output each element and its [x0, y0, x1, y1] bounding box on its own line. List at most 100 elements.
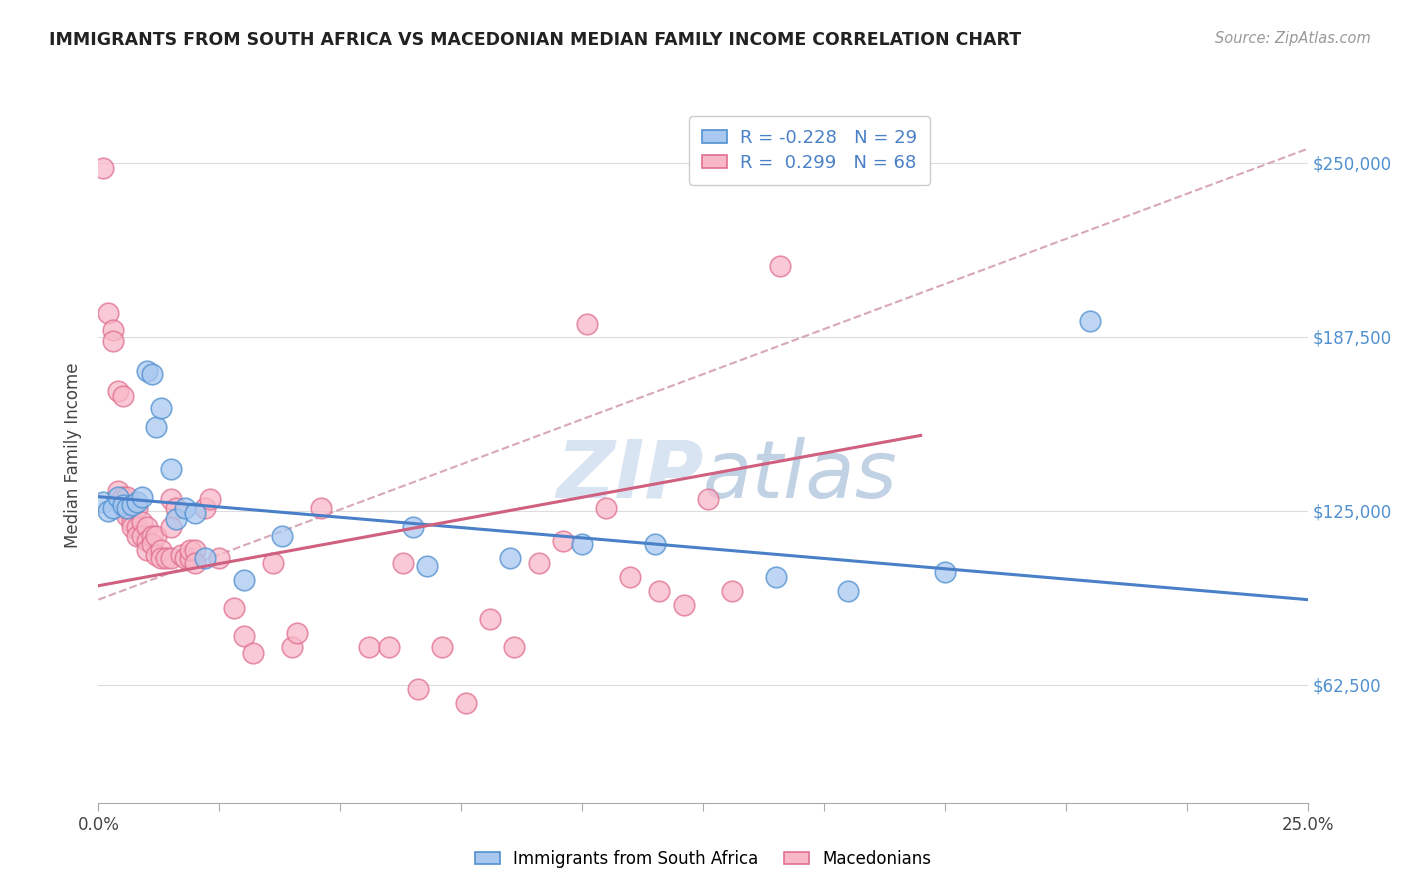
Point [619, 570, 641, 584]
Point [111, 500, 134, 515]
Point [117, 509, 139, 524]
Point [696, 492, 718, 507]
Text: ZIP: ZIP [555, 437, 703, 515]
Point [377, 640, 399, 654]
Point [101, 334, 124, 348]
Point [721, 584, 744, 599]
Point [160, 462, 183, 476]
Point [135, 542, 157, 557]
Point [135, 534, 157, 549]
Point [101, 500, 124, 515]
Point [765, 570, 787, 584]
Point [392, 557, 415, 571]
Point [107, 484, 129, 499]
Point [262, 557, 284, 571]
Point [769, 259, 792, 273]
Point [111, 490, 134, 504]
Point [117, 490, 139, 504]
Point [97, 503, 120, 517]
Point [91, 495, 114, 509]
Point [127, 528, 149, 542]
Point [571, 537, 593, 551]
Point [194, 550, 217, 565]
Point [117, 500, 139, 515]
Text: IMMIGRANTS FROM SOUTH AFRICA VS MACEDONIAN MEDIAN FAMILY INCOME CORRELATION CHAR: IMMIGRANTS FROM SOUTH AFRICA VS MACEDONI… [49, 31, 1021, 49]
Point [160, 550, 183, 565]
Point [242, 646, 264, 660]
Point [184, 507, 207, 521]
Point [145, 420, 167, 434]
Point [141, 528, 163, 542]
Point [165, 512, 187, 526]
Text: atlas: atlas [703, 437, 898, 515]
Point [174, 500, 197, 515]
Point [121, 498, 143, 512]
Point [551, 534, 574, 549]
Point [145, 528, 167, 542]
Point [150, 542, 173, 557]
Point [121, 515, 143, 529]
Point [127, 495, 149, 509]
Point [454, 696, 477, 710]
Point [111, 389, 134, 403]
Point [131, 515, 153, 529]
Point [135, 520, 157, 534]
Point [131, 528, 153, 542]
Point [479, 612, 502, 626]
Point [135, 364, 157, 378]
Point [160, 520, 183, 534]
Point [309, 500, 332, 515]
Point [406, 681, 429, 696]
Text: Source: ZipAtlas.com: Source: ZipAtlas.com [1215, 31, 1371, 46]
Point [498, 550, 520, 565]
Point [232, 629, 254, 643]
Point [127, 500, 149, 515]
Point [179, 550, 201, 565]
Point [285, 626, 308, 640]
Point [101, 323, 124, 337]
Point [150, 550, 173, 565]
Point [934, 565, 956, 579]
Point [648, 584, 671, 599]
Point [165, 500, 187, 515]
Point [141, 537, 163, 551]
Point [527, 557, 550, 571]
Point [1078, 314, 1101, 328]
Point [131, 490, 153, 504]
Point [359, 640, 381, 654]
Point [281, 640, 304, 654]
Point [416, 559, 439, 574]
Point [107, 384, 129, 398]
Point [141, 368, 163, 382]
Point [121, 500, 143, 515]
Point [179, 542, 201, 557]
Point [127, 520, 149, 534]
Point [160, 492, 183, 507]
Point [97, 306, 120, 320]
Point [430, 640, 453, 654]
Point [575, 317, 598, 331]
Point [595, 500, 617, 515]
Point [208, 550, 231, 565]
Legend: Immigrants from South Africa, Macedonians: Immigrants from South Africa, Macedonian… [468, 844, 938, 875]
Point [169, 548, 191, 562]
Point [402, 520, 425, 534]
Point [121, 520, 143, 534]
Point [222, 601, 245, 615]
Point [117, 500, 139, 515]
Point [837, 584, 859, 599]
Y-axis label: Median Family Income: Median Family Income [65, 362, 83, 548]
Legend: R = -0.228   N = 29, R =  0.299   N = 68: R = -0.228 N = 29, R = 0.299 N = 68 [689, 116, 929, 185]
Point [271, 528, 294, 542]
Point [198, 492, 221, 507]
Point [232, 573, 254, 587]
Point [194, 500, 217, 515]
Point [184, 542, 207, 557]
Point [150, 401, 173, 415]
Point [644, 537, 666, 551]
Point [155, 550, 177, 565]
Point [107, 490, 129, 504]
Point [91, 161, 114, 176]
Point [503, 640, 526, 654]
Point [111, 498, 134, 512]
